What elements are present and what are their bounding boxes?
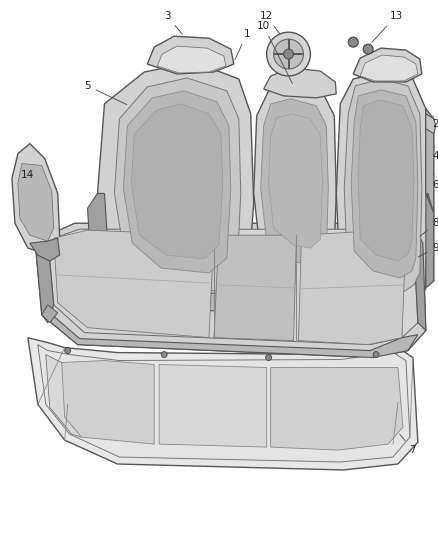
- Polygon shape: [271, 367, 403, 450]
- Circle shape: [266, 354, 272, 360]
- Polygon shape: [18, 164, 54, 241]
- Text: 6: 6: [432, 173, 438, 190]
- Polygon shape: [28, 337, 418, 470]
- Circle shape: [373, 352, 379, 358]
- Polygon shape: [35, 223, 426, 358]
- Polygon shape: [62, 360, 154, 444]
- Circle shape: [274, 39, 304, 69]
- Polygon shape: [214, 235, 297, 341]
- Polygon shape: [426, 109, 434, 213]
- Circle shape: [363, 44, 373, 54]
- Polygon shape: [107, 268, 254, 311]
- Polygon shape: [35, 238, 54, 322]
- Text: 7: 7: [400, 434, 416, 455]
- Polygon shape: [344, 79, 422, 293]
- Polygon shape: [131, 104, 223, 259]
- Text: 4: 4: [432, 146, 438, 160]
- Text: 13: 13: [372, 11, 403, 42]
- Polygon shape: [360, 55, 418, 81]
- Text: 1: 1: [235, 29, 250, 60]
- Text: 2: 2: [432, 116, 438, 129]
- Polygon shape: [38, 345, 410, 462]
- Circle shape: [65, 348, 71, 353]
- Polygon shape: [42, 305, 58, 322]
- Polygon shape: [30, 238, 60, 261]
- Polygon shape: [268, 114, 322, 248]
- Polygon shape: [254, 86, 336, 283]
- Polygon shape: [406, 223, 426, 330]
- Circle shape: [348, 37, 358, 47]
- Polygon shape: [426, 114, 436, 134]
- Polygon shape: [54, 230, 214, 337]
- Polygon shape: [114, 78, 241, 291]
- Text: 8: 8: [420, 218, 438, 236]
- Polygon shape: [264, 68, 336, 98]
- Text: 10: 10: [257, 21, 292, 84]
- Polygon shape: [88, 193, 110, 295]
- Polygon shape: [46, 354, 81, 437]
- Polygon shape: [124, 91, 231, 273]
- Text: 14: 14: [21, 171, 35, 181]
- Polygon shape: [48, 229, 418, 345]
- Polygon shape: [147, 36, 234, 74]
- Polygon shape: [336, 72, 428, 311]
- Polygon shape: [358, 100, 414, 261]
- Polygon shape: [157, 46, 226, 73]
- Polygon shape: [298, 231, 406, 345]
- Polygon shape: [12, 143, 60, 255]
- Text: 5: 5: [84, 81, 127, 104]
- Polygon shape: [159, 365, 267, 447]
- Polygon shape: [426, 109, 434, 288]
- Polygon shape: [42, 313, 418, 358]
- Text: 9: 9: [418, 243, 438, 257]
- Text: 3: 3: [164, 11, 182, 34]
- Polygon shape: [353, 48, 422, 82]
- Polygon shape: [261, 99, 328, 265]
- Text: 12: 12: [260, 11, 280, 34]
- Circle shape: [267, 32, 311, 76]
- Circle shape: [161, 352, 167, 358]
- Polygon shape: [98, 62, 254, 311]
- Polygon shape: [351, 90, 418, 278]
- Polygon shape: [426, 193, 434, 288]
- Circle shape: [283, 49, 293, 59]
